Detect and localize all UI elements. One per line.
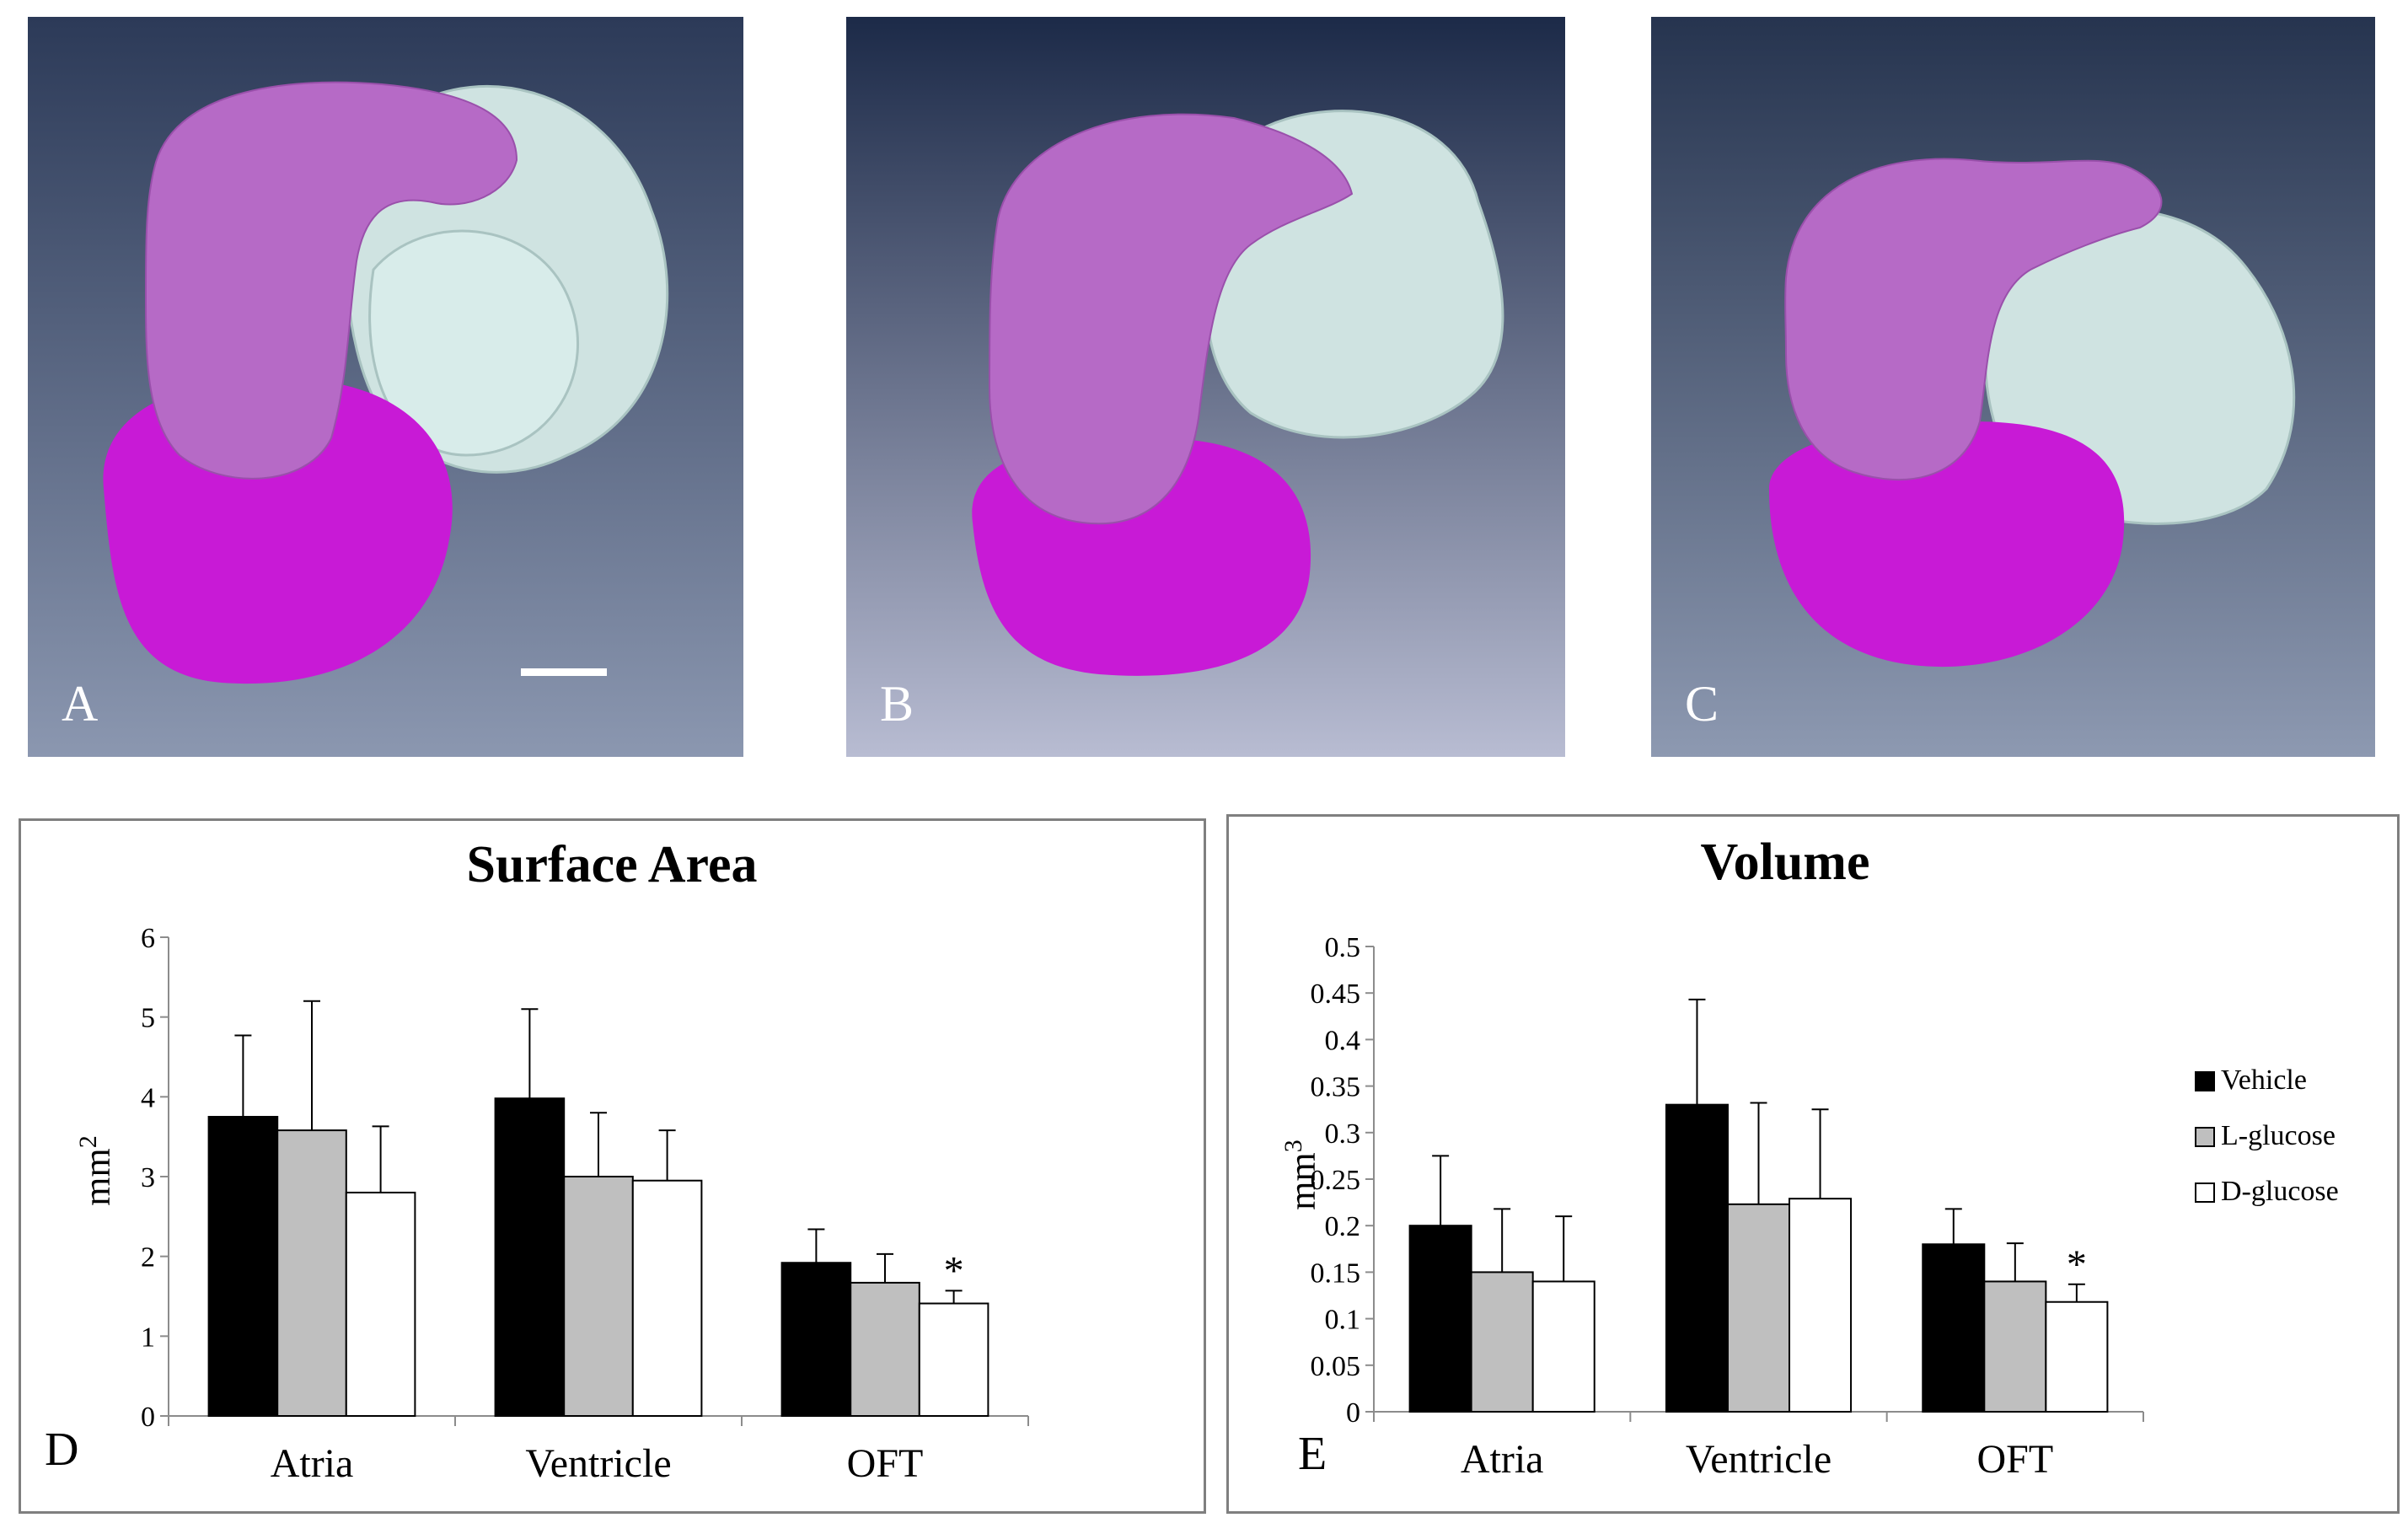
bar [494,1097,566,1417]
atria-3d-shape [145,81,518,480]
panel-label-e: E [1298,1428,1327,1480]
y-tick-label: 4 [141,1082,155,1113]
y-axis-label-base: mm [1282,1152,1323,1209]
x-tick-label: OFT [1976,1437,2053,1482]
panel-label-a: A [62,676,99,732]
y-tick-label: 0.5 [1325,932,1361,963]
y-axis-label: mm3 [1279,1140,1324,1209]
bar [563,1176,634,1417]
y-tick-label: 2 [141,1242,155,1274]
y-tick-label: 5 [141,1003,155,1034]
ventricle-3d-shape [1769,421,2125,668]
bar [207,1116,279,1417]
bar [631,1179,703,1417]
legend-swatch [2195,1182,2215,1203]
volume-chart: Volume E mm3 0 0.05 0.1 0.15 0.2 0.25 0.3 0.35 0… [1226,814,2400,1514]
legend-swatch [2195,1071,2215,1091]
y-tick-label: 0.25 [1311,1165,1361,1196]
panel-label-c: C [1685,676,1719,732]
panel-label-d: D [45,1424,78,1476]
x-tick-label: OFT [847,1441,924,1486]
heart-3d-model-b [972,110,1504,676]
x-tick-label: Atria [271,1441,354,1486]
y-tick-label: 0.1 [1325,1305,1361,1336]
legend-label: L-glucose [2221,1120,2336,1151]
bar [1408,1225,1472,1413]
y-tick-label: 0.3 [1325,1118,1361,1150]
y-axis-label-base: mm [77,1148,118,1205]
legend-label: Vehicle [2221,1064,2307,1096]
chart-title: Surface Area [467,836,758,893]
bar [1531,1280,1596,1413]
heart-model-panel-b: B [846,17,1565,757]
bar [780,1262,852,1417]
heart-model-panel-a: A [28,17,743,757]
atria-3d-shape [988,113,1354,525]
bar [1726,1203,1791,1413]
volume-chart-svg: Volume E mm3 00.050.10.150.20.250.30.350… [1279,834,2339,1482]
y-tick-label: 6 [141,923,155,954]
surface-area-chart: Surface Area D mm2 0 1 2 3 4 5 6 Atria Ventricle… [19,818,1206,1514]
bar [850,1281,920,1418]
significance-marker: * [2067,1242,2087,1287]
legend-label: D-glucose [2221,1176,2339,1207]
bar [1922,1243,1986,1413]
y-axis-label: mm2 [74,1135,119,1205]
atria-3d-shape [1784,158,2163,481]
y-tick-label: 1 [141,1322,155,1353]
y-tick-label: 0.35 [1311,1072,1361,1103]
scale-bar [521,668,607,676]
y-axis-label-sup: 3 [1279,1140,1307,1152]
bar [345,1191,416,1417]
y-tick-label: 0.4 [1325,1025,1361,1056]
chart-title: Volume [1701,834,1870,891]
heart-model-panel-c: C [1651,17,2375,757]
y-tick-label: 0 [1346,1397,1360,1429]
y-axis-label-sup: 2 [74,1135,102,1148]
legend: Vehicle L-glucose D-glucose [2195,1064,2339,1207]
bar [1983,1280,2047,1413]
y-tick-label: 0.15 [1311,1258,1361,1289]
significance-marker: * [944,1248,964,1293]
legend-swatch [2195,1127,2215,1147]
x-tick-label: Ventricle [525,1441,671,1486]
y-tick-label: 3 [141,1162,155,1193]
bar [1665,1103,1729,1413]
y-tick-label: 0.2 [1325,1211,1361,1242]
heart-3d-model-c [1769,158,2296,668]
plot-area: 0 0.05 0.1 0.15 0.2 0.25 0.3 0.35 0.4 0.45 0.5 Atri… [1311,932,2144,1482]
panel-label-b: B [880,676,914,732]
x-tick-label: Atria [1461,1437,1544,1482]
y-tick-label: 0 [141,1402,155,1433]
bar [1789,1198,1853,1413]
bar [1470,1271,1534,1413]
plot-area: 0 1 2 3 4 5 6 Atria Ventricle OFT * [141,923,1029,1486]
bar [918,1302,989,1418]
y-tick-label: 0.05 [1311,1351,1361,1382]
y-tick-label: 0.45 [1311,979,1361,1010]
bar [276,1129,347,1417]
bar [2045,1300,2109,1413]
x-tick-label: Ventricle [1686,1437,1831,1482]
heart-3d-model-a [103,81,669,684]
